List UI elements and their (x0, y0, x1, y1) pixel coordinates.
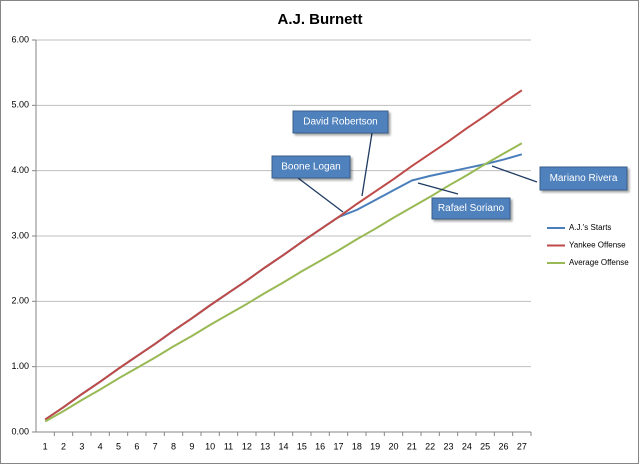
callout: David Robertson (292, 110, 389, 197)
x-tick-label: 20 (388, 441, 398, 451)
x-tick-label: 14 (278, 441, 288, 451)
x-tick-label: 1 (43, 441, 48, 451)
x-tick-label: 16 (315, 441, 325, 451)
callout-box (292, 110, 389, 134)
x-tick-label: 12 (242, 441, 252, 451)
callout: Mariano Rivera (491, 165, 628, 191)
callout-text: David Robertson (303, 117, 377, 128)
y-tick-label: 4.00 (11, 165, 29, 175)
y-tick-label: 6.00 (11, 34, 29, 44)
x-tick-label: 17 (333, 441, 343, 451)
legend-label: A.J.'s Starts (569, 223, 611, 232)
x-tick-label: 26 (498, 441, 508, 451)
x-tick-label: 10 (205, 441, 215, 451)
x-tick-label: 15 (297, 441, 307, 451)
legend: A.J.'s Starts Yankee Offense Average Offen… (547, 223, 629, 267)
y-tick-label: 5.00 (11, 100, 29, 110)
x-tick-label: 6 (134, 441, 139, 451)
callout-box (271, 155, 351, 179)
x-tick-label: 22 (425, 441, 435, 451)
legend-label: Yankee Offense (569, 241, 626, 250)
callout: Boone Logan (271, 155, 351, 213)
x-tick-label: 13 (260, 441, 270, 451)
callout-text: Mariano Rivera (550, 173, 618, 184)
x-tick-label: 24 (462, 441, 472, 451)
callout-box (539, 166, 628, 191)
x-tick-label: 19 (370, 441, 380, 451)
x-tick-label: 25 (480, 441, 490, 451)
plot-area: 0.001.002.003.004.005.006.001 2 3 4 5 6 7 8 9 10 1… (11, 34, 532, 451)
x-tick-label: 5 (116, 441, 121, 451)
x-tick-label: 21 (407, 441, 417, 451)
leader-line (491, 165, 538, 183)
callout: Rafael Soriano (417, 182, 511, 220)
y-tick-label: 0.00 (11, 426, 29, 436)
x-tick-label: 7 (153, 441, 158, 451)
x-tick-label: 8 (171, 441, 176, 451)
x-tick-label: 2 (61, 441, 66, 451)
x-tick-label: 23 (443, 441, 453, 451)
x-tick-label: 11 (224, 441, 233, 451)
data-line (44, 89, 523, 421)
x-tick-label: 3 (79, 441, 84, 451)
y-tick-label: 2.00 (11, 296, 29, 306)
callout-text: Boone Logan (281, 162, 341, 173)
x-tick-label: 9 (189, 441, 194, 451)
x-tick-label: 4 (98, 441, 103, 451)
chart-title: A.J. Burnett (277, 11, 362, 28)
callout-box (431, 197, 511, 220)
x-tick-label: 27 (517, 441, 527, 451)
leader-line (417, 182, 459, 195)
y-tick-label: 3.00 (11, 230, 29, 240)
leader-line (361, 132, 373, 197)
y-tick-label: 1.00 (11, 361, 29, 371)
x-tick-label: 18 (352, 441, 362, 451)
callout-text: Rafael Soriano (438, 203, 505, 214)
leader-line (297, 177, 344, 213)
legend-label: Average Offense (569, 258, 629, 267)
